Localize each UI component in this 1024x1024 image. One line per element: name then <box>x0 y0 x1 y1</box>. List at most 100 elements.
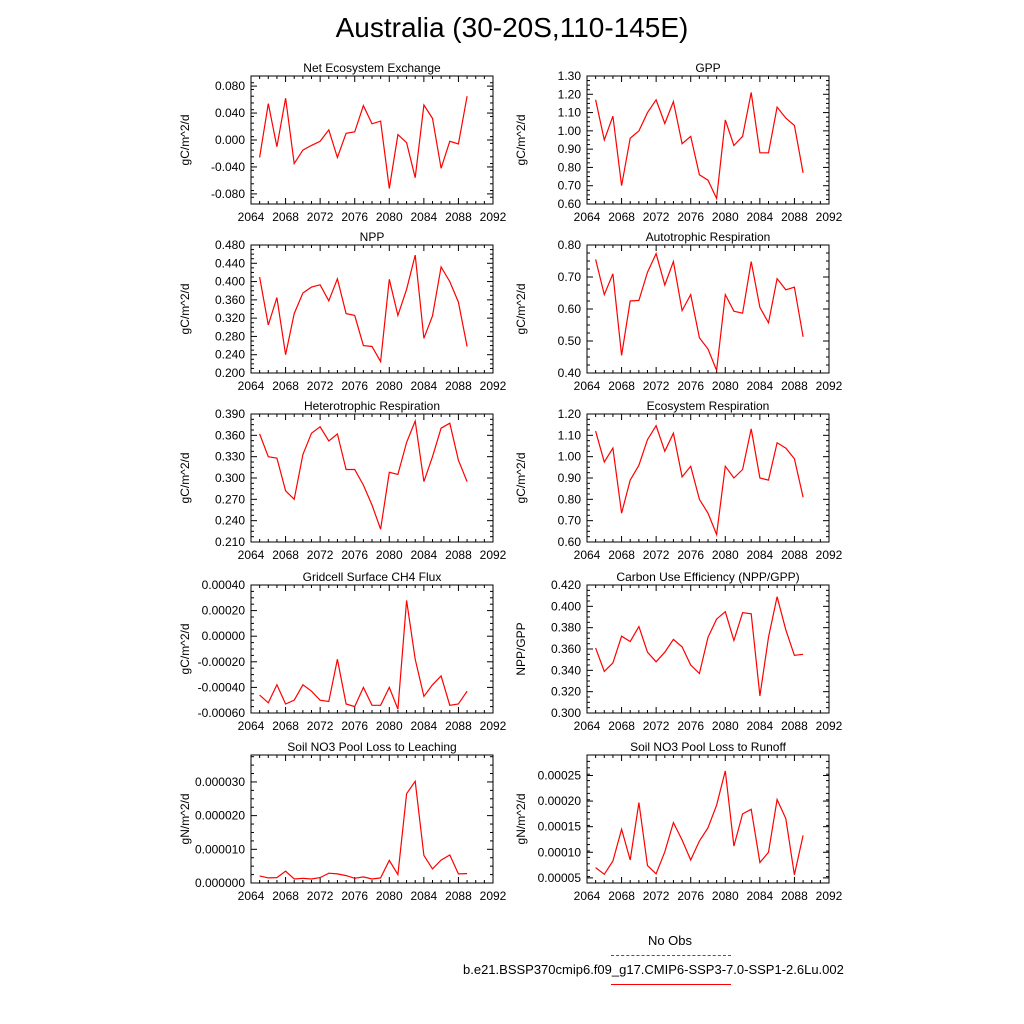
y-tick-label: 1.30 <box>558 69 582 83</box>
y-tick-label: 1.10 <box>558 428 582 442</box>
x-tick-label: 2076 <box>341 548 368 562</box>
x-tick-label: 2092 <box>480 719 507 733</box>
x-tick-label: 2072 <box>643 719 670 733</box>
x-tick-label: 2084 <box>747 719 774 733</box>
x-tick-label: 2088 <box>781 548 808 562</box>
y-tick-label: 0.00010 <box>538 845 582 859</box>
y-axis-label: gC/m^2/d <box>178 115 192 166</box>
x-tick-label: 2064 <box>574 210 601 224</box>
x-tick-label: 2076 <box>677 210 704 224</box>
x-tick-label: 2084 <box>747 889 774 903</box>
y-tick-label: 0.440 <box>215 256 245 270</box>
series-line <box>259 418 468 530</box>
panel-10: Soil NO3 Pool Loss to Runoff gN/m^2/d 2064… <box>514 740 843 903</box>
y-tick-label: 1.20 <box>558 87 582 101</box>
y-tick-label: -0.00040 <box>198 680 246 694</box>
x-tick-label: 2076 <box>341 379 368 393</box>
panel-9: Soil NO3 Pool Loss to Leaching gN/m^2/d 20… <box>178 740 507 903</box>
panel-7: Gridcell Surface CH4 Flux gC/m^2/d 2064 206… <box>178 570 507 733</box>
y-tick-label: 0.00005 <box>538 871 582 885</box>
y-tick-label: -0.00020 <box>198 655 246 669</box>
x-tick-label: 2092 <box>816 210 843 224</box>
x-tick-label: 2084 <box>411 889 438 903</box>
plot-frame <box>586 244 830 374</box>
plot-frame <box>250 754 494 884</box>
y-tick-label: 0.330 <box>215 450 245 464</box>
panel-title: Heterotrophic Respiration <box>304 399 440 413</box>
x-tick-label: 2092 <box>816 379 843 393</box>
y-tick-label: 0.480 <box>215 238 245 252</box>
y-tick-label: 1.20 <box>558 407 582 421</box>
x-tick-label: 2076 <box>677 889 704 903</box>
y-tick-label: 1.00 <box>558 124 582 138</box>
panel-title: Autotrophic Respiration <box>646 230 771 244</box>
x-tick-label: 2092 <box>480 548 507 562</box>
y-tick-label: 0.300 <box>215 471 245 485</box>
x-tick-label: 2072 <box>307 548 334 562</box>
y-tick-label: -0.040 <box>211 160 245 174</box>
x-tick-label: 2080 <box>376 889 403 903</box>
y-tick-label: 0.360 <box>215 428 245 442</box>
x-tick-label: 2084 <box>411 210 438 224</box>
panel-title: Soil NO3 Pool Loss to Leaching <box>287 740 456 754</box>
x-tick-label: 2072 <box>307 210 334 224</box>
y-tick-label: 0.000010 <box>195 842 245 856</box>
y-tick-label: 0.00040 <box>202 578 246 592</box>
x-tick-label: 2064 <box>238 719 265 733</box>
y-tick-label: 0.360 <box>215 293 245 307</box>
y-tick-label: 0.60 <box>558 302 582 316</box>
x-tick-label: 2068 <box>608 719 635 733</box>
x-tick-label: 2068 <box>272 719 299 733</box>
y-tick-label: 0.90 <box>558 142 582 156</box>
x-tick-label: 2072 <box>643 210 670 224</box>
x-tick-label: 2092 <box>480 379 507 393</box>
plot-frame <box>250 584 494 714</box>
y-tick-label: 0.00020 <box>202 604 246 618</box>
y-axis-label: gC/m^2/d <box>514 115 528 166</box>
x-tick-label: 2064 <box>238 889 265 903</box>
y-axis-label: gC/m^2/d <box>514 284 528 335</box>
plot-frame <box>586 75 830 205</box>
y-tick-label: 0.320 <box>551 685 581 699</box>
x-tick-label: 2088 <box>781 719 808 733</box>
y-tick-label: 0.000030 <box>195 775 245 789</box>
x-tick-label: 2076 <box>677 719 704 733</box>
x-tick-label: 2064 <box>574 889 601 903</box>
y-tick-label: 0.000000 <box>195 876 245 890</box>
x-tick-label: 2088 <box>445 379 472 393</box>
panel-title: GPP <box>695 61 720 75</box>
panel-6: Ecosystem Respiration gC/m^2/d 2064 2068 207… <box>514 399 843 562</box>
x-tick-label: 2068 <box>272 210 299 224</box>
x-tick-label: 2072 <box>643 889 670 903</box>
y-tick-label: -0.080 <box>211 187 245 201</box>
x-tick-label: 2084 <box>411 548 438 562</box>
panel-title: Carbon Use Efficiency (NPP/GPP) <box>616 570 799 584</box>
series-line <box>259 600 468 710</box>
y-tick-label: 0.320 <box>215 311 245 325</box>
x-tick-label: 2064 <box>574 548 601 562</box>
y-tick-label: 0.240 <box>215 348 245 362</box>
y-tick-label: 0.80 <box>558 160 582 174</box>
x-tick-label: 2080 <box>376 548 403 562</box>
y-tick-label: 0.00020 <box>538 794 582 808</box>
y-tick-label: 0.70 <box>558 514 582 528</box>
x-tick-label: 2080 <box>376 379 403 393</box>
y-tick-label: 0.60 <box>558 197 582 211</box>
panel-5: Heterotrophic Respiration gC/m^2/d 2064 206… <box>178 399 507 562</box>
y-tick-label: 0.70 <box>558 179 582 193</box>
x-tick-label: 2080 <box>376 210 403 224</box>
x-tick-label: 2064 <box>574 379 601 393</box>
page-title: Australia (30-20S,110-145E) <box>335 12 689 43</box>
y-tick-label: 0.340 <box>551 663 581 677</box>
y-tick-label: 0.400 <box>215 275 245 289</box>
x-tick-label: 2088 <box>781 889 808 903</box>
panel-2: GPP gC/m^2/d 2064 2068 2072 2076 2080 2084 2088 2… <box>514 61 843 224</box>
series-line <box>595 596 804 696</box>
y-tick-label: 0.280 <box>215 329 245 343</box>
x-tick-label: 2072 <box>643 548 670 562</box>
y-tick-label: 1.00 <box>558 450 582 464</box>
y-tick-label: 0.50 <box>558 334 582 348</box>
x-tick-label: 2080 <box>712 719 739 733</box>
x-tick-label: 2076 <box>341 889 368 903</box>
